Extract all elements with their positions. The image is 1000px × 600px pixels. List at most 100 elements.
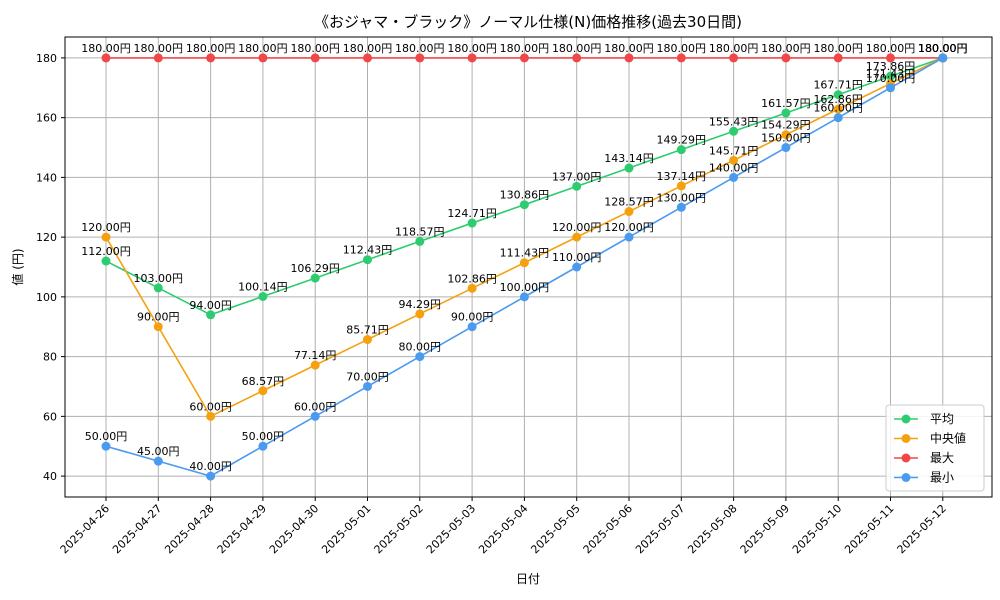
chart-title: 《おジャマ・ブラック》ノーマル仕様(N)価格推移(過去30日間) xyxy=(314,13,742,31)
x-tick-label: 2025-05-10 xyxy=(790,502,844,556)
data-point xyxy=(363,53,372,63)
x-tick-label: 2025-04-29 xyxy=(215,502,269,556)
data-label: 90.00円 xyxy=(137,311,180,324)
data-label: 171.43円 xyxy=(866,68,916,81)
data-label: 180.00円 xyxy=(238,42,288,55)
x-tick-label: 2025-05-12 xyxy=(895,502,949,556)
data-point xyxy=(153,53,163,63)
legend-swatch-marker xyxy=(901,453,911,463)
data-point xyxy=(467,218,477,228)
data-label: 180.00円 xyxy=(709,42,759,55)
data-label: 40.00円 xyxy=(189,460,232,473)
x-tick-label: 2025-05-11 xyxy=(842,502,896,556)
data-point xyxy=(624,232,634,242)
data-label: 50.00円 xyxy=(85,430,128,443)
data-label: 180.00円 xyxy=(918,42,968,55)
x-tick-label: 2025-05-06 xyxy=(581,502,635,556)
data-point xyxy=(310,411,320,421)
y-tick-label: 60 xyxy=(43,410,57,423)
legend-box xyxy=(885,404,985,492)
data-point xyxy=(624,207,634,217)
data-point xyxy=(624,53,634,63)
y-tick-label: 180 xyxy=(36,52,57,65)
plot-frame xyxy=(64,36,993,498)
data-label: 180.00円 xyxy=(343,42,393,55)
legend-label: 最小 xyxy=(930,471,954,485)
y-tick-label: 80 xyxy=(43,351,57,364)
data-label: 137.00円 xyxy=(552,170,602,183)
x-tick-label: 2025-05-02 xyxy=(372,502,426,556)
data-label: 100.14円 xyxy=(238,280,288,293)
data-point xyxy=(676,181,686,191)
data-point xyxy=(676,53,686,63)
data-point xyxy=(101,256,111,266)
data-point xyxy=(833,113,843,123)
data-point xyxy=(415,352,425,362)
y-tick-label: 100 xyxy=(36,291,57,304)
data-label: 124.71円 xyxy=(447,207,497,220)
x-tick-label: 2025-04-28 xyxy=(162,502,216,556)
data-point xyxy=(363,255,372,265)
data-label: 60.00円 xyxy=(189,400,232,413)
data-label: 180.00円 xyxy=(186,42,236,55)
data-label: 173.86円 xyxy=(866,60,916,73)
data-point xyxy=(310,273,320,283)
x-axis-label: 日付 xyxy=(516,572,540,586)
data-label: 120.00円 xyxy=(552,221,602,234)
data-label: 180.00円 xyxy=(813,42,863,55)
data-label: 118.57円 xyxy=(395,225,445,238)
data-point xyxy=(363,335,372,345)
legend-label: 中央値 xyxy=(930,431,966,446)
data-label: 150.00円 xyxy=(761,132,811,145)
data-label: 140.00円 xyxy=(709,161,759,174)
data-point xyxy=(467,322,477,332)
data-point xyxy=(572,181,582,191)
data-point xyxy=(781,108,791,118)
data-point xyxy=(729,172,739,182)
data-point xyxy=(572,262,582,272)
data-point xyxy=(729,155,739,165)
data-label: 180.00円 xyxy=(657,42,707,55)
series-group xyxy=(101,53,948,481)
data-label: 160.00円 xyxy=(813,102,863,115)
data-point xyxy=(833,53,843,63)
data-point xyxy=(153,322,163,332)
data-point xyxy=(415,309,425,319)
data-label: 162.86円 xyxy=(813,93,863,106)
data-point xyxy=(153,283,163,293)
x-axis-ticks: 2025-04-262025-04-272025-04-282025-04-29… xyxy=(58,497,949,556)
data-point xyxy=(206,411,216,421)
data-point xyxy=(310,360,320,370)
data-label: 180.00円 xyxy=(604,42,654,55)
data-label: 155.43円 xyxy=(709,115,759,128)
data-point xyxy=(519,53,529,63)
data-label: 128.57円 xyxy=(604,196,654,209)
x-tick-label: 2025-04-26 xyxy=(58,502,112,556)
data-label: 180.00円 xyxy=(134,42,184,55)
data-label: 60.00円 xyxy=(294,400,337,413)
data-label: 110.00円 xyxy=(552,251,602,264)
data-label: 120.00円 xyxy=(81,221,131,234)
data-label: 180.00円 xyxy=(552,42,602,55)
legend-swatch-marker xyxy=(901,473,911,482)
data-label: 180.00円 xyxy=(290,42,340,55)
data-label: 77.14円 xyxy=(294,349,337,362)
data-label: 180.00円 xyxy=(918,42,968,55)
data-label: 50.00円 xyxy=(242,430,285,443)
data-label: 180.00円 xyxy=(918,42,968,55)
data-label: 90.00円 xyxy=(451,311,494,324)
data-point xyxy=(101,232,111,242)
data-label: 145.71円 xyxy=(709,144,759,157)
y-tick-label: 140 xyxy=(36,171,57,184)
data-point xyxy=(415,236,425,246)
data-label: 94.00円 xyxy=(189,299,232,312)
x-tick-label: 2025-05-08 xyxy=(685,502,739,556)
y-tick-label: 40 xyxy=(43,470,57,483)
data-label: 167.71円 xyxy=(813,79,863,92)
legend-swatch-marker xyxy=(901,414,911,424)
data-point xyxy=(624,163,634,173)
data-point xyxy=(886,71,895,81)
data-point xyxy=(886,53,895,63)
legend-label: 平均 xyxy=(930,412,954,426)
